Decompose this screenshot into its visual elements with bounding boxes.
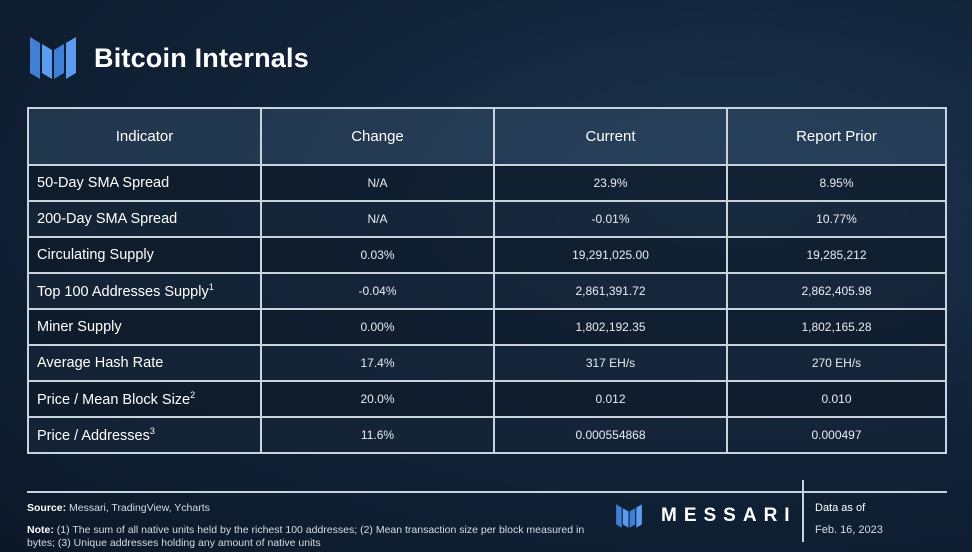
note-label: Note: — [27, 524, 54, 536]
note-line: Note: (1) The sum of all native units he… — [27, 524, 587, 550]
cell-change: 0.00% — [260, 308, 495, 346]
cell-current: -0.01% — [493, 200, 728, 238]
column-header-current: Current — [493, 107, 728, 166]
table-row: Top 100 Addresses Supply1 -0.04% 2,861,391… — [27, 272, 947, 310]
messari-logo-icon — [30, 37, 76, 79]
indicator-label: 50-Day SMA Spread — [37, 175, 170, 191]
indicator-label: Average Hash Rate — [37, 355, 164, 371]
note-text: (1) The sum of all native units held by … — [27, 524, 585, 549]
cell-change: N/A — [260, 164, 495, 202]
cell-indicator: 200-Day SMA Spread — [27, 200, 262, 238]
indicator-label: Price / Mean Block Size — [37, 391, 191, 408]
page-title: Bitcoin Internals — [94, 42, 309, 73]
messari-brand: MESSARI — [615, 503, 797, 529]
table-body: 50-Day SMA Spread N/A 23.9% 8.95% 200-Day SM… — [27, 164, 947, 454]
cell-current: 0.000554868 — [493, 416, 728, 454]
cell-report-prior: 270 EH/s — [726, 344, 947, 382]
footer-vertical-divider — [802, 480, 804, 542]
indicator-label: 200-Day SMA Spread — [37, 211, 178, 227]
cell-change: 17.4% — [260, 344, 495, 382]
cell-indicator: Price / Mean Block Size2 — [27, 380, 262, 418]
cell-change: 20.0% — [260, 380, 495, 418]
footnote-marker: 3 — [149, 426, 155, 437]
column-header-report-prior: Report Prior — [726, 107, 947, 166]
cell-change: 0.03% — [260, 236, 495, 274]
indicators-table: Indicator Change Current Report Prior 50… — [27, 107, 947, 454]
cell-change: 11.6% — [260, 416, 495, 454]
cell-report-prior: 0.000497 — [726, 416, 947, 454]
source-label: Source: — [27, 502, 67, 514]
data-as-of-date: Feb. 16, 2023 — [815, 524, 883, 536]
cell-current: 2,861,391.72 — [493, 272, 728, 310]
table-row: 50-Day SMA Spread N/A 23.9% 8.95% — [27, 164, 947, 202]
column-header-change: Change — [260, 107, 495, 166]
source-text: Messari, TradingView, Ycharts — [69, 502, 210, 514]
footnote-marker: 2 — [190, 390, 196, 401]
brand-wordmark: MESSARI — [661, 505, 797, 526]
footnote-marker: 1 — [208, 282, 214, 293]
table-row: Price / Addresses3 11.6% 0.000554868 0.0004… — [27, 416, 947, 454]
indicator-label: Circulating Supply — [37, 247, 154, 263]
data-as-of: Data as of Feb. 16, 2023 — [815, 502, 883, 536]
column-header-indicator: Indicator — [27, 107, 262, 166]
footer-divider — [27, 491, 947, 493]
table-row: Miner Supply 0.00% 1,802,192.35 1,802,165.2… — [27, 308, 947, 346]
table-row: 200-Day SMA Spread N/A -0.01% 10.77% — [27, 200, 947, 238]
cell-indicator: Price / Addresses3 — [27, 416, 262, 454]
cell-report-prior: 0.010 — [726, 380, 947, 418]
cell-change: -0.04% — [260, 272, 495, 310]
indicator-label: Miner Supply — [37, 319, 122, 335]
cell-report-prior: 2,862,405.98 — [726, 272, 947, 310]
source-line: Source: Messari, TradingView, Ycharts — [27, 502, 587, 515]
cell-current: 19,291,025.00 — [493, 236, 728, 274]
table-row: Circulating Supply 0.03% 19,291,025.00 19,2… — [27, 236, 947, 274]
footer-notes: Source: Messari, TradingView, Ycharts No… — [27, 502, 587, 550]
cell-report-prior: 1,802,165.28 — [726, 308, 947, 346]
cell-report-prior: 8.95% — [726, 164, 947, 202]
cell-indicator: Miner Supply — [27, 308, 262, 346]
cell-current: 317 EH/s — [493, 344, 728, 382]
indicator-label: Top 100 Addresses Supply — [37, 283, 209, 300]
cell-report-prior: 10.77% — [726, 200, 947, 238]
cell-current: 1,802,192.35 — [493, 308, 728, 346]
indicator-label: Price / Addresses — [37, 427, 150, 444]
cell-indicator: Average Hash Rate — [27, 344, 262, 382]
cell-indicator: Circulating Supply — [27, 236, 262, 274]
page-header: Bitcoin Internals — [28, 34, 309, 82]
table-row: Price / Mean Block Size2 20.0% 0.012 0.010 — [27, 380, 947, 418]
table-row: Average Hash Rate 17.4% 317 EH/s 270 EH/s — [27, 344, 947, 382]
cell-indicator: 50-Day SMA Spread — [27, 164, 262, 202]
data-as-of-label: Data as of — [815, 502, 866, 514]
messari-logo-icon — [616, 504, 642, 528]
table-header-row: Indicator Change Current Report Prior — [27, 107, 947, 166]
cell-change: N/A — [260, 200, 495, 238]
cell-indicator: Top 100 Addresses Supply1 — [27, 272, 262, 310]
cell-current: 23.9% — [493, 164, 728, 202]
cell-current: 0.012 — [493, 380, 728, 418]
cell-report-prior: 19,285,212 — [726, 236, 947, 274]
